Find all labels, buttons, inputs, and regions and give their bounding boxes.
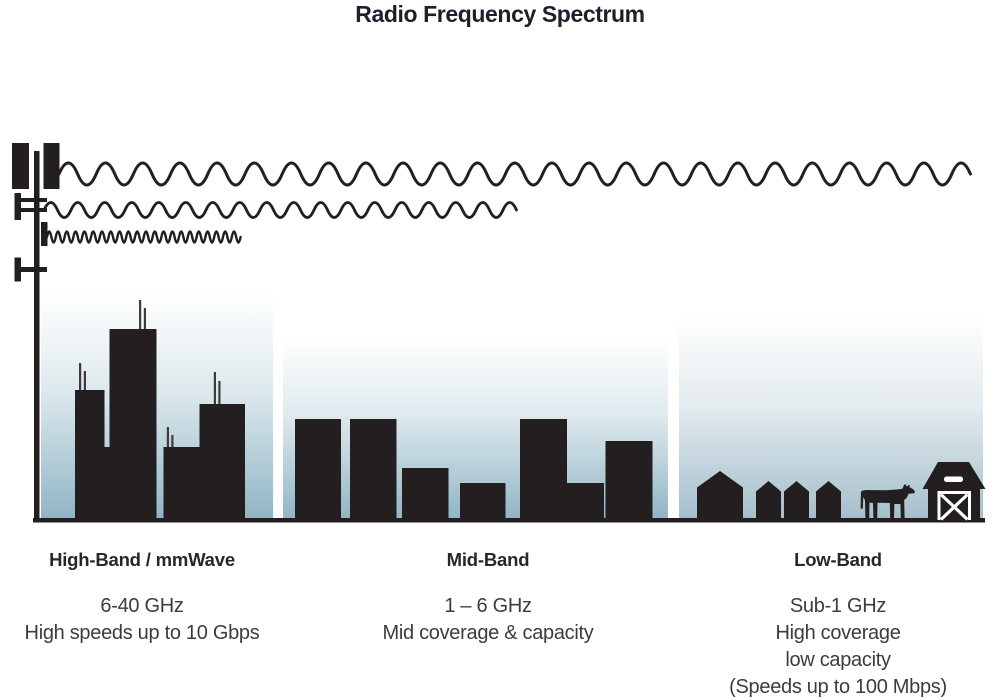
building: [567, 483, 604, 521]
band-frequency: 1 – 6 GHz: [444, 595, 532, 617]
band-description: High coverage: [775, 622, 901, 644]
tower-crossarm: [16, 198, 47, 202]
building: [104, 447, 110, 521]
tower-antenna-panel: [14, 193, 21, 220]
band-description: (Speeds up to 100 Mbps): [729, 676, 947, 698]
tower-antenna-panel: [14, 257, 21, 282]
band-name: High-Band / mmWave: [49, 549, 235, 570]
barn-icon: [922, 462, 986, 521]
antenna-mast: [218, 381, 221, 405]
band-frequency: 6-40 GHz: [100, 595, 184, 617]
building: [350, 419, 397, 521]
band-label-low: Low-Band Sub-1 GHz High coverage low cap…: [678, 547, 998, 700]
tower-crossarm: [16, 267, 47, 272]
tower-antenna-panel: [41, 222, 48, 246]
antenna-mast: [166, 427, 169, 448]
cow-icon: [860, 484, 915, 519]
building: [163, 447, 202, 521]
radio-waves: [42, 161, 972, 244]
building: [460, 483, 506, 521]
antenna-mast: [139, 300, 142, 330]
band-frequency: Sub-1 GHz: [789, 595, 887, 617]
antenna-mast: [171, 435, 174, 448]
tower-crossarm: [16, 208, 47, 212]
house-icon: [784, 481, 809, 520]
house-icon: [697, 471, 743, 520]
low-frequency-wave: [57, 161, 972, 187]
mid-frequency-wave: [42, 201, 518, 219]
barn-loft-vent: [944, 476, 963, 482]
tower-antenna-panel: [12, 143, 29, 189]
tower-pole: [34, 151, 40, 520]
barn-door-cross: [939, 493, 969, 521]
building: [75, 390, 105, 521]
band-label-mid: Mid-Band 1 – 6 GHz Mid coverage & capaci…: [348, 547, 628, 647]
band-name: Mid-Band: [446, 549, 530, 570]
building: [402, 468, 449, 521]
band-description: low capacity: [785, 649, 891, 671]
band-name: Low-Band: [794, 549, 882, 570]
building: [295, 419, 341, 521]
band-description: Mid coverage & capacity: [382, 622, 594, 644]
page-title: Radio Frequency Spectrum: [355, 1, 645, 27]
midrise-buildings: [295, 419, 653, 521]
band-description: High speeds up to 10 Gbps: [24, 622, 260, 644]
spectrum-illustration: [12, 143, 986, 523]
building: [520, 419, 567, 521]
tower-antenna-panel: [43, 143, 60, 189]
band-label-high: High-Band / mmWave 6-40 GHz High speeds …: [2, 547, 282, 647]
house-icon: [756, 481, 781, 520]
high-frequency-wave: [45, 230, 242, 244]
house-icon: [816, 481, 841, 520]
building: [199, 404, 245, 521]
building: [109, 329, 157, 521]
cell-tower-icon: [12, 143, 60, 520]
ground-line: [33, 518, 985, 523]
building: [605, 441, 653, 521]
city-skyline: [75, 300, 245, 521]
antenna-mast: [143, 308, 146, 330]
antenna-mast: [83, 371, 86, 391]
antenna-mast: [213, 372, 216, 405]
antenna-mast: [79, 363, 82, 391]
rural-scene: [697, 462, 986, 521]
barn-roof: [922, 462, 986, 489]
